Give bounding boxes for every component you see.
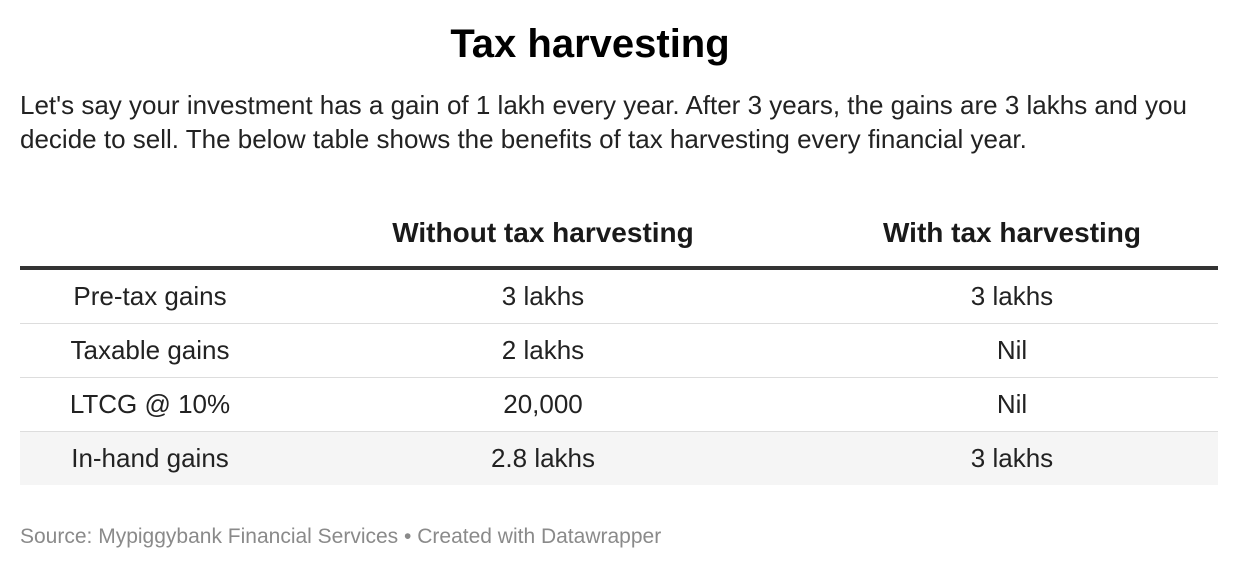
row-label: LTCG @ 10% <box>20 377 280 432</box>
header-cell-without-harvesting: Without tax harvesting <box>280 200 806 270</box>
chart-description: Let's say your investment has a gain of … <box>20 90 1187 154</box>
header-cell-label <box>20 200 280 270</box>
table-row: In-hand gains 2.8 lakhs 3 lakhs <box>20 431 1218 485</box>
comparison-table: Without tax harvesting With tax harvesti… <box>20 200 1218 485</box>
source-label: Source: <box>20 525 93 548</box>
table-header-row: Without tax harvesting With tax harvesti… <box>20 200 1218 270</box>
table-cell: Nil <box>806 323 1218 378</box>
table-cell: 2.8 lakhs <box>280 431 806 485</box>
table-cell: 3 lakhs <box>280 268 806 324</box>
header-cell-with-harvesting: With tax harvesting <box>806 200 1218 270</box>
row-label: Taxable gains <box>20 323 280 378</box>
table-row: Taxable gains 2 lakhs Nil <box>20 323 1218 378</box>
table-row: Pre-tax gains 3 lakhs 3 lakhs <box>20 268 1218 324</box>
table-cell: 2 lakhs <box>280 323 806 378</box>
chart-footer: Source: Mypiggybank Financial Services •… <box>20 524 661 550</box>
table-row: LTCG @ 10% 20,000 Nil <box>20 377 1218 432</box>
source-name: Mypiggybank Financial Services <box>98 525 399 548</box>
table-cell: 3 lakhs <box>806 268 1218 324</box>
row-label: Pre-tax gains <box>20 268 280 324</box>
table-cell: 20,000 <box>280 377 806 432</box>
table-cell: 3 lakhs <box>806 431 1218 485</box>
footer-separator: • <box>404 525 412 548</box>
row-label: In-hand gains <box>20 431 280 485</box>
datawrapper-credit-link[interactable]: Created with Datawrapper <box>417 525 662 548</box>
chart-title: Tax harvesting <box>450 22 730 66</box>
table-cell: Nil <box>806 377 1218 432</box>
